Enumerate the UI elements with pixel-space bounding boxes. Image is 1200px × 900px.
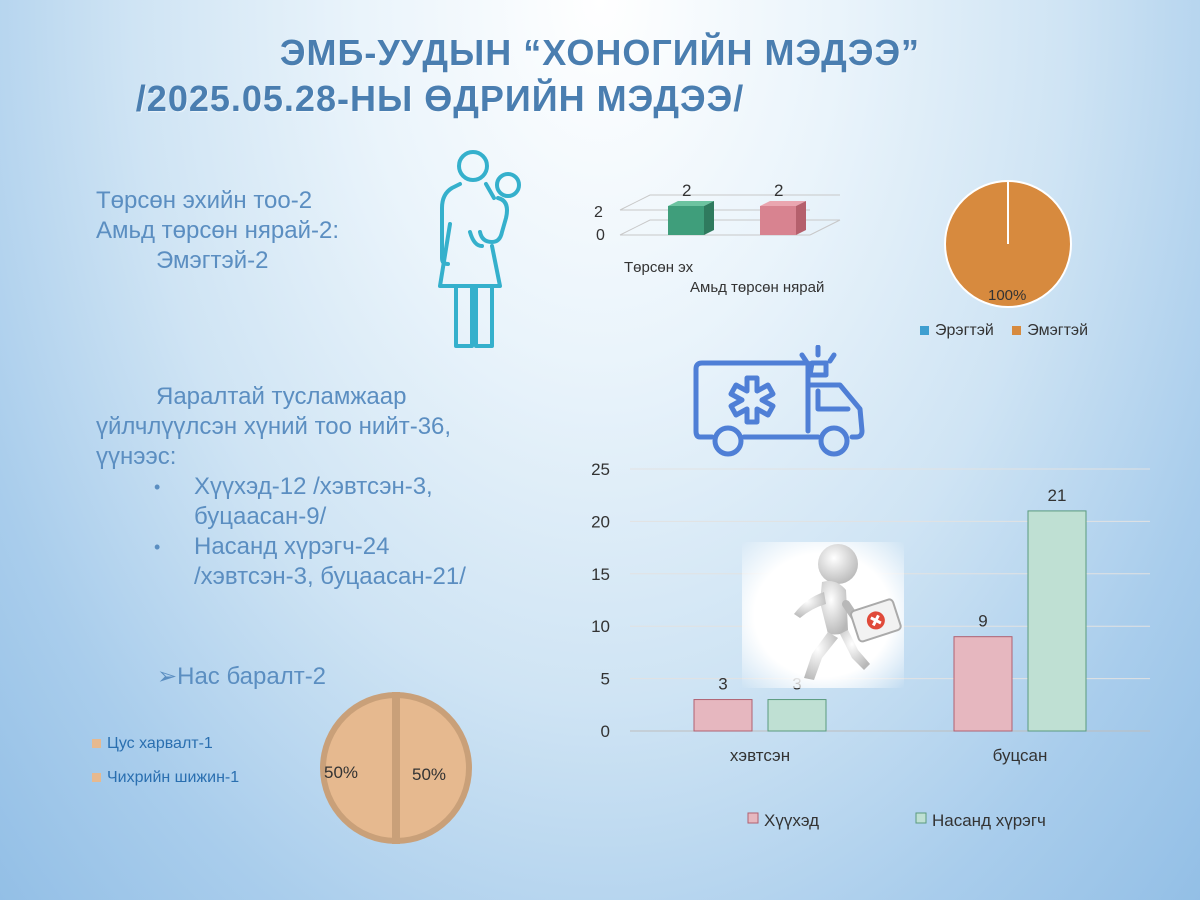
bullet-dot: • [154,537,161,557]
category-label-0: хэвтсэн [730,746,790,765]
mini-bar-label-1: 2 [774,181,783,200]
legend-child-label: Хүүхэд [764,811,819,830]
bar-1-1 [1027,510,1087,732]
births-text: Төрсөн эхийн тоо-2 Амьд төрсөн нярай-2: … [96,186,339,276]
legend-adult-label: Насанд хүрэгч [932,811,1046,830]
death-cause-pie-chart: 50% 50% [320,692,472,844]
grid-back-top [619,194,840,211]
bar-1-0 [767,699,827,732]
ytick-label-3: 15 [591,565,610,584]
page-subtitle: /2025.05.28-НЫ ӨДРИЙН МЭДЭЭ/ [0,78,1040,120]
bar-0-1 [953,636,1013,732]
bar-0-0 [693,699,753,732]
emergency-line1: Яаралтай тусламжаар [156,383,407,410]
mini-bar-top-1 [760,201,806,206]
grid-floor-right [809,219,841,236]
medic-runner-image [742,542,904,688]
bar-label-0-0: 3 [718,675,727,694]
runner-figure-icon [794,544,902,680]
pie-label-stroke: 50% [324,763,358,782]
ytick-label-4: 20 [591,512,610,531]
legend-female: Эмэгтэй [1012,322,1088,339]
legend-male: Эрэгтэй [920,322,994,339]
ytick-label-0: 0 [601,722,610,741]
bullet-dot: • [154,477,161,497]
mini-bar-side-0 [704,201,714,235]
grid-back-bottom [619,219,840,236]
ytick-label-2: 10 [591,617,610,636]
births-mothers: Төрсөн эхийн тоо-2 [96,187,313,214]
ytick-label-5: 25 [591,460,610,479]
mother-child-icon [438,150,521,348]
mini-bar-label-0: 2 [682,181,691,200]
mini-ytick-0: 0 [596,227,605,244]
legend-adult-swatch [915,812,927,824]
pie-label-female: 100% [988,287,1026,304]
emergency-bullet-adults: • Насанд хүрэгч-24 /хэвтсэн-3, буцаасан-… [154,533,466,590]
births-bar-chart: 2 2 0 2 Төрсөн эх Амьд төрсөн нярай [594,181,841,296]
pie-label-diabetes: 50% [412,765,446,784]
mini-category-0: Төрсөн эх [624,259,694,276]
mini-bar-side-1 [796,201,806,235]
mini-bar-1 [760,206,796,235]
emergency-line3: үүнээс: [96,443,177,470]
legend-child-swatch [747,812,759,824]
category-label-1: буцсан [993,746,1048,765]
births-female: Эмэгтэй-2 [156,247,269,274]
mini-category-1: Амьд төрсөн нярай [690,279,824,296]
gender-pie-legend: Эрэгтэй Эмэгтэй [920,322,1088,340]
bar-label-0-1: 9 [978,612,987,631]
deaths-label: ➢Нас баралт-2 [157,663,327,690]
ambulance-icon [693,345,865,457]
emergency-text: Яаралтай тусламжаар үйлчлүүлсэн хүний то… [96,382,466,592]
emergency-line2: үйлчлүүлсэн хүний тоо нийт-36, [96,413,452,440]
ytick-label-1: 5 [601,670,610,689]
death-cause-legend: Цус харвалт-1 Чихрийн шижин-1 [92,735,239,787]
title-line1: ЭМБ-УУДЫН “ХОНОГИЙН МЭДЭЭ” [279,32,921,73]
mini-ytick-1: 2 [594,204,603,221]
bar-label-1-1: 21 [1048,486,1067,505]
arrow-bullet-icon: ➢ [157,663,178,690]
mini-bar-0 [668,206,704,235]
births-newborns: Амьд төрсөн нярай-2: [96,217,339,244]
gender-pie-chart: 100% [944,180,1072,308]
title-line2: /2025.05.28-НЫ ӨДРИЙН МЭДЭЭ/ [135,78,745,119]
emergency-bullet-children: • Хүүхэд-12 /хэвтсэн-3, буцаасан-9/ [154,473,433,530]
page-title: ЭМБ-УУДЫН “ХОНОГИЙН МЭДЭЭ” [0,32,1200,74]
legend-diabetes: Чихрийн шижин-1 [92,769,239,787]
legend-stroke: Цус харвалт-1 [92,735,239,753]
mini-bar-top-0 [668,201,714,206]
